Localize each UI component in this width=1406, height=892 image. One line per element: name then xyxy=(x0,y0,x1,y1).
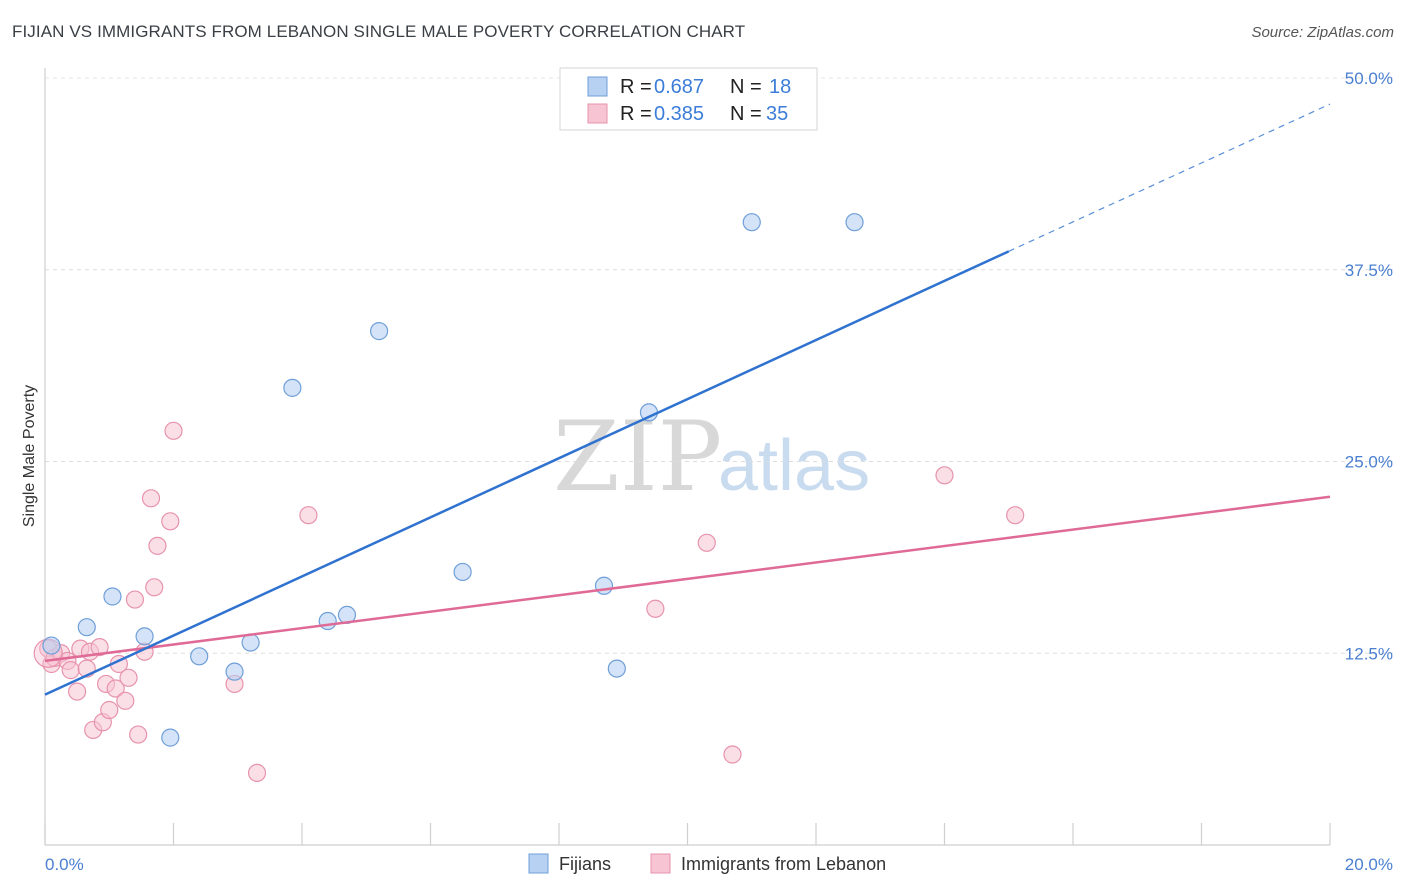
lebanon-point xyxy=(646,599,665,618)
lebanon-point xyxy=(119,668,138,687)
y-tick-labels: 12.5% 25.0% 37.5% 50.0% xyxy=(1345,69,1393,663)
lebanon-point xyxy=(935,466,954,485)
source-label: Source: ZipAtlas.com xyxy=(1251,24,1394,41)
bottom-legend-label-fijians: Fijians xyxy=(559,854,611,874)
fijian-point xyxy=(225,662,244,681)
fijian-point xyxy=(135,627,154,646)
lebanon-point xyxy=(1006,506,1025,525)
bottom-legend-swatch-lebanon xyxy=(650,853,671,874)
legend-n-value-lebanon: 35 xyxy=(766,103,788,125)
fijian-point xyxy=(453,562,472,582)
lebanon-point xyxy=(164,421,183,440)
lebanon-point xyxy=(161,512,180,531)
lebanon-point xyxy=(247,763,267,783)
lebanon-point xyxy=(145,578,164,597)
lebanon-point xyxy=(129,725,148,744)
gridlines xyxy=(45,77,1393,654)
legend-r-label-lebanon: R = xyxy=(620,103,652,125)
fijian-point xyxy=(607,659,626,678)
y-axis-label: Single Male Poverty xyxy=(21,385,38,527)
legend-r-label-fijians: R = xyxy=(620,76,652,98)
trend-lines xyxy=(44,103,1331,696)
bottom-legend-swatch-fijians xyxy=(528,853,549,874)
fijian-trend-extension xyxy=(1008,103,1331,252)
fijian-point xyxy=(283,378,302,397)
lebanon-point xyxy=(116,691,135,710)
fijian-point xyxy=(190,647,209,666)
watermark-atlas: atlas xyxy=(718,426,870,506)
correlation-legend: R = 0.687 N = 18 R = 0.385 N = 35 xyxy=(559,67,818,131)
y-tick-label: 50.0% xyxy=(1345,69,1393,88)
y-tick-label: 12.5% xyxy=(1345,644,1393,663)
fijian-trend-line xyxy=(44,250,1010,696)
x-tick-label-max: 20.0% xyxy=(1345,855,1393,874)
fijian-point xyxy=(370,322,389,341)
fijian-point xyxy=(77,618,96,637)
lebanon-point xyxy=(90,638,109,657)
x-tick-label-min: 0.0% xyxy=(45,855,84,874)
lebanon-point xyxy=(106,679,125,698)
lebanon-point xyxy=(299,506,318,525)
fijian-point xyxy=(42,636,61,655)
lebanon-point xyxy=(723,745,742,764)
lebanon-points xyxy=(33,421,1025,783)
lebanon-point xyxy=(68,682,87,701)
legend-r-value-fijians: 0.687 xyxy=(654,76,704,98)
lebanon-point xyxy=(125,590,145,609)
fijian-point xyxy=(742,213,761,232)
fijian-point xyxy=(845,213,864,232)
lebanon-point xyxy=(100,700,119,720)
legend-swatch-fijians xyxy=(587,76,608,97)
legend-r-value-lebanon: 0.385 xyxy=(654,103,704,125)
fijian-point xyxy=(161,728,180,747)
fijian-point xyxy=(318,611,337,631)
fijian-point xyxy=(594,576,614,595)
y-tick-label: 25.0% xyxy=(1345,453,1393,472)
lebanon-point xyxy=(697,533,716,552)
legend-n-label-lebanon: N = xyxy=(730,103,762,125)
y-tick-label: 37.5% xyxy=(1345,261,1393,280)
lebanon-point xyxy=(61,661,80,680)
legend-n-value-fijians: 18 xyxy=(769,76,791,98)
chart-title: FIJIAN VS IMMIGRANTS FROM LEBANON SINGLE… xyxy=(12,22,746,41)
legend-swatch-lebanon xyxy=(587,103,608,124)
lebanon-trend-line xyxy=(44,495,1331,663)
bottom-legend-label-lebanon: Immigrants from Lebanon xyxy=(681,854,886,874)
series-legend: Fijians Immigrants from Lebanon xyxy=(528,853,886,874)
lebanon-point xyxy=(141,489,161,508)
lebanon-point xyxy=(148,536,167,555)
legend-n-label-fijians: N = xyxy=(730,76,762,98)
fijian-point xyxy=(103,587,122,606)
x-ticks xyxy=(44,823,1331,845)
watermark-zip: ZIP xyxy=(553,401,722,513)
